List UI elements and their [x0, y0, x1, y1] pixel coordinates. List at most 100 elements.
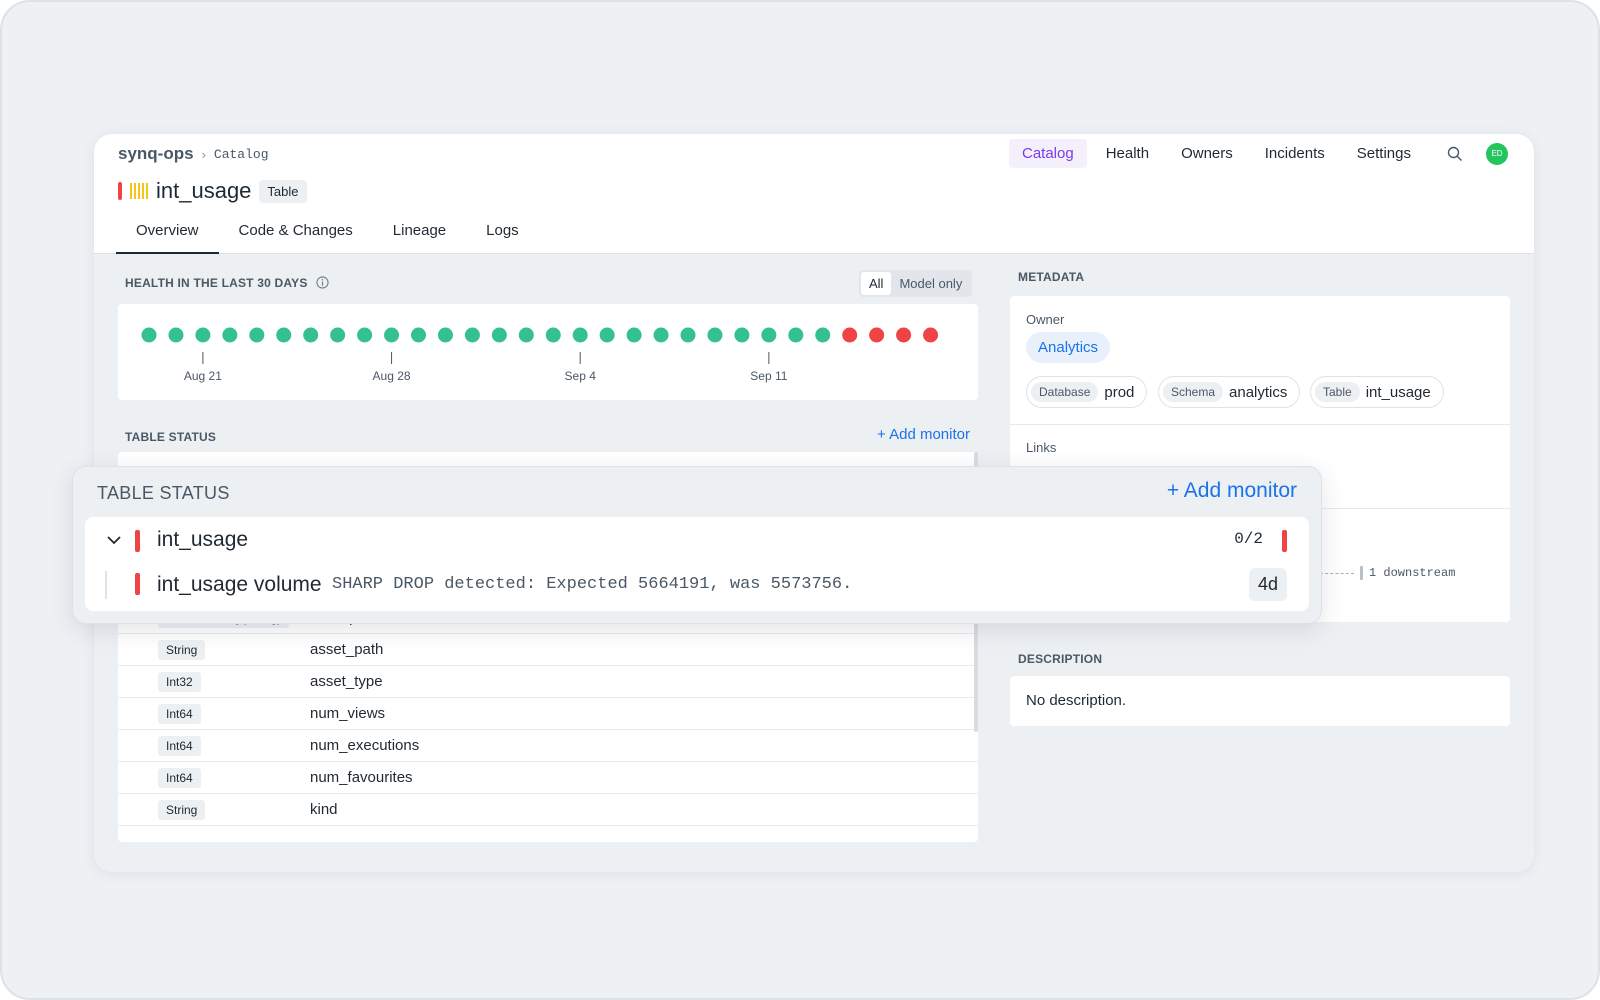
- health-day-fail[interactable]: [896, 327, 912, 343]
- avatar[interactable]: ED: [1486, 142, 1508, 165]
- pill-value: prod: [1104, 383, 1135, 401]
- pill-key: Schema: [1163, 382, 1224, 402]
- health-day-ok[interactable]: [680, 327, 696, 343]
- health-day-ok[interactable]: [599, 327, 615, 343]
- health-day-ok[interactable]: [815, 327, 831, 343]
- chevron-down-icon[interactable]: [105, 531, 123, 554]
- tab-code-changes[interactable]: Code & Changes: [238, 222, 353, 239]
- health-day-ok[interactable]: [653, 327, 669, 343]
- column-name: num_favourites: [310, 769, 413, 786]
- column-name: asset_type: [310, 673, 383, 690]
- schema-pill[interactable]: Schema analytics: [1158, 376, 1301, 408]
- table-row[interactable]: Int32 asset_type: [118, 666, 978, 698]
- filter-model-only[interactable]: Model only: [899, 276, 963, 291]
- column-type-badge: Int64: [158, 704, 201, 724]
- health-section-title: HEALTH IN THE LAST 30 DAYS: [125, 276, 329, 292]
- add-monitor-link[interactable]: + Add monitor: [877, 426, 970, 443]
- asset-type-badge: Table: [259, 179, 307, 203]
- nav-incidents[interactable]: Incidents: [1264, 145, 1325, 162]
- monitor-asset-name[interactable]: int_usage: [157, 528, 249, 551]
- pill-key: Database: [1031, 382, 1099, 402]
- health-day-ok[interactable]: [545, 327, 561, 343]
- table-row[interactable]: String kind: [118, 794, 978, 826]
- health-day-ok[interactable]: [437, 327, 453, 343]
- health-day-ok[interactable]: [707, 327, 723, 343]
- asset-title-row: int_usage Table: [118, 178, 307, 204]
- column-type-badge: Int32: [158, 672, 201, 692]
- pill-value: int_usage: [1365, 383, 1431, 401]
- health-day-ok[interactable]: [491, 327, 507, 343]
- health-timeline-card: Aug 21 Aug 28 Sep 4 Sep 11: [118, 304, 978, 400]
- tab-logs[interactable]: Logs: [486, 222, 519, 239]
- table-row[interactable]: Int64 num_views: [118, 698, 978, 730]
- health-day-ok[interactable]: [195, 327, 211, 343]
- nav-settings[interactable]: Settings: [1356, 145, 1411, 162]
- popup-title: TABLE STATUS: [97, 483, 230, 503]
- health-day-ok[interactable]: [141, 327, 157, 343]
- health-day-ok[interactable]: [384, 327, 400, 343]
- filter-all[interactable]: All: [861, 272, 892, 295]
- breadcrumb-catalog[interactable]: Catalog: [213, 146, 269, 162]
- monitor-message: SHARP DROP detected: Expected 5664191, w…: [332, 575, 853, 594]
- column-type-badge: Int64: [158, 768, 201, 788]
- health-day-ok[interactable]: [518, 327, 534, 343]
- health-day-ok[interactable]: [249, 327, 265, 343]
- monitor-name[interactable]: int_usage volume: [157, 573, 322, 596]
- health-day-fail[interactable]: [869, 327, 885, 343]
- health-day-ok[interactable]: [411, 327, 426, 343]
- column-type-badge: String: [158, 640, 206, 660]
- table-row[interactable]: Int64 num_executions: [118, 730, 978, 762]
- health-day-ok[interactable]: [222, 327, 238, 343]
- tab-overview[interactable]: Overview: [116, 216, 219, 254]
- breadcrumb: synq-ops › Catalog: [118, 144, 269, 164]
- health-day-ok[interactable]: [276, 327, 292, 343]
- table-row[interactable]: String asset_path: [118, 634, 978, 666]
- health-day-ok[interactable]: [761, 327, 777, 343]
- table-row[interactable]: Int64 num_favourites: [118, 762, 978, 794]
- health-day-fail[interactable]: [923, 327, 939, 343]
- status-indicator: [118, 182, 122, 200]
- nav-health[interactable]: Health: [1105, 145, 1150, 162]
- column-type-badge: String: [158, 800, 206, 820]
- monitor-count: 0/2: [1234, 530, 1263, 548]
- popup-add-monitor-button[interactable]: + Add monitor: [1167, 479, 1297, 503]
- pill-value: analytics: [1229, 383, 1288, 401]
- health-day-ok[interactable]: [734, 327, 750, 343]
- database-pill[interactable]: Database prod: [1026, 376, 1148, 408]
- health-day-fail[interactable]: [842, 327, 858, 343]
- health-day-ok[interactable]: [330, 327, 346, 343]
- plus-icon: +: [1166, 479, 1180, 502]
- info-icon[interactable]: [316, 276, 329, 292]
- health-day-ok[interactable]: [303, 327, 319, 343]
- schema-rows: Lowcardinality(String)workspaceStringass…: [118, 602, 978, 826]
- chevron-right-icon: ›: [201, 146, 206, 162]
- health-day-ok[interactable]: [168, 327, 184, 343]
- top-nav: Catalog Health Owners Incidents Settings…: [1009, 139, 1508, 168]
- health-day-ok[interactable]: [788, 327, 804, 343]
- column-name: kind: [310, 801, 338, 818]
- popup-add-monitor-label: Add monitor: [1183, 479, 1297, 502]
- monitor-status-card: int_usage 0/2 int_usage volume SHARP DRO…: [85, 517, 1309, 611]
- date-tick-label: Sep 11: [750, 369, 787, 383]
- nav-catalog[interactable]: Catalog: [1009, 139, 1087, 168]
- table-pill[interactable]: Table int_usage: [1310, 376, 1444, 408]
- metadata-title: METADATA: [1018, 270, 1085, 284]
- health-day-ok[interactable]: [357, 327, 373, 343]
- downstream-lineage[interactable]: 1 downstream: [1320, 566, 1455, 580]
- links-label: Links: [1026, 440, 1057, 455]
- health-filter-toggle: All Model only: [859, 270, 973, 297]
- monitor-status-bar: [135, 573, 140, 595]
- owner-chip[interactable]: Analytics: [1026, 332, 1111, 363]
- tab-lineage[interactable]: Lineage: [392, 222, 447, 239]
- health-day-ok[interactable]: [464, 327, 480, 343]
- nav-owners[interactable]: Owners: [1181, 145, 1233, 162]
- health-day-ok[interactable]: [572, 327, 588, 343]
- add-monitor-label: Add monitor: [889, 426, 970, 443]
- column-name: asset_path: [310, 641, 384, 658]
- description-text: No description.: [1026, 692, 1127, 709]
- workspace-name[interactable]: synq-ops: [118, 144, 194, 163]
- health-day-ok[interactable]: [626, 327, 642, 343]
- table-status-popup: TABLE STATUS + Add monitor int_usage 0/2…: [72, 466, 1322, 624]
- search-icon[interactable]: [1438, 140, 1472, 168]
